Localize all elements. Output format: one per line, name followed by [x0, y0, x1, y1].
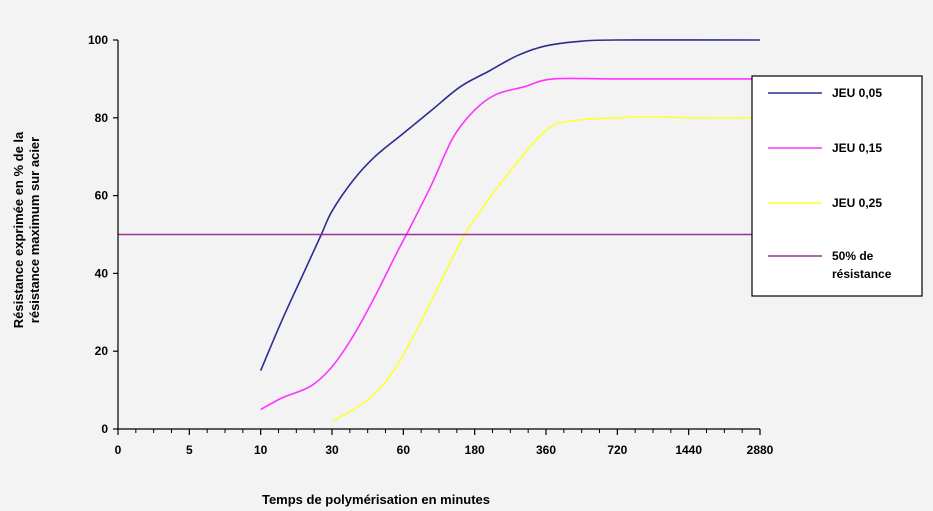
y-tick-label: 0: [101, 422, 108, 436]
x-axis-title: Temps de polymérisation en minutes: [262, 492, 490, 507]
tick-labels: 0 20 40 60 80 100 0 5 10 30 60 180 360 720 1440 2880: [88, 33, 774, 457]
x-tick-label: 5: [186, 443, 193, 457]
y-tick-label: 40: [95, 266, 109, 280]
y-axis-title-line-1: Résistance exprimée en % de la: [11, 131, 26, 328]
y-tick-label: 20: [95, 344, 109, 358]
legend-items: JEU 0,05 JEU 0,15 JEU 0,25 50% de résistance: [768, 86, 892, 281]
legend-label-3: JEU 0,25: [832, 196, 882, 210]
x-tick-label: 1440: [675, 443, 702, 457]
legend: JEU 0,05 JEU 0,15 JEU 0,25 50% de résistance: [751, 75, 923, 297]
series-line-1: [259, 39, 761, 371]
x-tick-label: 0: [115, 443, 122, 457]
legend-label-4: 50% de résistance: [832, 249, 892, 281]
legend-box: [751, 75, 923, 297]
series-line-2: [260, 77, 760, 411]
y-axis-title-line-2: résistance maximum sur acier: [27, 137, 42, 323]
x-tick-label: 30: [325, 443, 339, 457]
y-tick-label: 100: [88, 33, 108, 47]
series-line-3: [331, 115, 761, 422]
x-tick-label: 10: [254, 443, 268, 457]
axes-layer: [113, 39, 761, 435]
x-tick-label: 360: [536, 443, 556, 457]
x-tick-label: 180: [465, 443, 485, 457]
x-tick-label: 720: [607, 443, 627, 457]
plot-area: 0 20 40 60 80 100 0 5 10 30 60 180 360 720 1440 2880: [88, 33, 774, 457]
series-layer: [118, 39, 761, 422]
y-tick-label: 80: [95, 111, 109, 125]
x-tick-label: 60: [397, 443, 411, 457]
x-tick-label: 2880: [747, 443, 774, 457]
legend-label-2: JEU 0,15: [832, 141, 882, 155]
y-tick-label: 60: [95, 189, 109, 203]
legend-label-1: JEU 0,05: [832, 86, 882, 100]
